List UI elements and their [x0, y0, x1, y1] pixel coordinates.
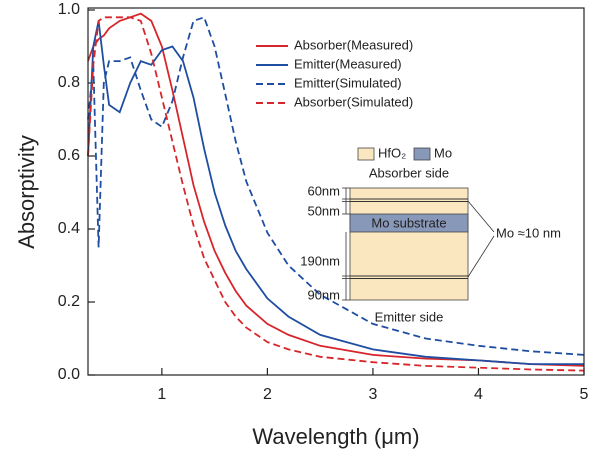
series-line: [87, 12, 585, 367]
x-tick-label: 4: [474, 386, 483, 403]
inset-label: Absorber side: [369, 165, 449, 180]
y-tick-label: 0.8: [58, 74, 80, 91]
x-tick-label: 1: [157, 386, 166, 403]
y-axis-title: Absorptivity: [14, 135, 39, 249]
series-line: [87, 16, 585, 356]
inset-label: Mo: [434, 145, 452, 160]
legend-label: Absorber(Simulated): [294, 94, 413, 109]
inset-label: HfO₂: [378, 145, 406, 160]
legend-swatch: [413, 147, 431, 161]
y-tick-label: 0.6: [58, 147, 80, 164]
inset-label: 60nm: [307, 183, 340, 198]
legend-label: Emitter(Measured): [294, 56, 402, 71]
inset-label: Emitter side: [375, 309, 444, 324]
mo-substrate: [349, 213, 469, 233]
y-tick-label: 1.0: [58, 1, 80, 18]
legend-swatch: [357, 147, 375, 161]
x-axis-title: Wavelength (μm): [252, 424, 419, 449]
inset-label: Mo substrate: [371, 215, 446, 230]
hfo2-layer: [349, 187, 469, 301]
y-tick-label: 0.2: [58, 293, 80, 310]
inset-label: 50nm: [307, 203, 340, 218]
plot-frame: [87, 7, 585, 376]
inset-diagram: HfO₂ Mo Absorber side Mo substrate Emitt…: [300, 145, 561, 324]
inset-label: 90nm: [307, 287, 340, 302]
series-line: [87, 20, 584, 365]
y-tick-label: 0.4: [58, 220, 80, 237]
x-tick-label: 5: [580, 386, 589, 403]
x-tick-label: 2: [263, 386, 272, 403]
x-tick-label: 3: [368, 386, 377, 403]
legend-label: Emitter(Simulated): [294, 75, 402, 90]
series-line: [87, 16, 585, 372]
dimension-lines: [342, 187, 495, 301]
y-tick-label: 0.0: [58, 366, 80, 383]
inset-label: 190nm: [300, 253, 340, 268]
inset-label: Mo ≈10 nm: [496, 225, 561, 240]
legend-label: Absorber(Measured): [294, 37, 413, 52]
